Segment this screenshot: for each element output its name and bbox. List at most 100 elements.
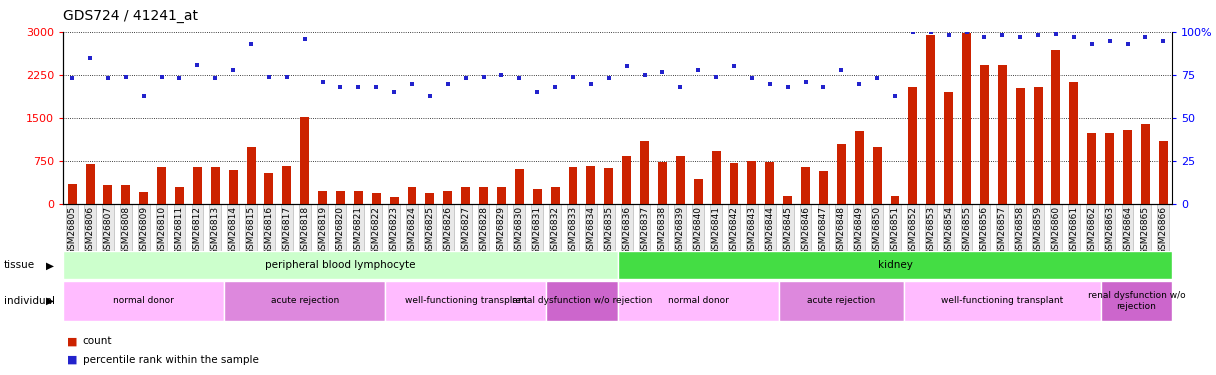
- Bar: [855, 131, 863, 204]
- Point: [98, 75, 118, 81]
- Bar: [497, 186, 506, 204]
- Bar: [962, 33, 972, 204]
- Bar: [694, 178, 703, 204]
- Bar: [765, 162, 775, 204]
- Point: [528, 89, 547, 95]
- Bar: [175, 187, 184, 204]
- Point: [116, 74, 135, 80]
- Point: [653, 69, 672, 75]
- Point: [1154, 38, 1173, 44]
- Text: ▶: ▶: [46, 260, 55, 270]
- Bar: [623, 156, 631, 204]
- Text: percentile rank within the sample: percentile rank within the sample: [83, 355, 259, 365]
- Point: [259, 74, 278, 80]
- Point: [349, 84, 368, 90]
- Bar: [1105, 132, 1114, 204]
- Bar: [426, 193, 434, 204]
- Bar: [783, 196, 792, 204]
- Bar: [1052, 50, 1060, 204]
- Bar: [837, 144, 846, 204]
- Bar: [300, 117, 309, 204]
- Bar: [908, 87, 917, 204]
- Bar: [372, 193, 381, 204]
- Point: [1136, 34, 1155, 40]
- Bar: [319, 191, 327, 204]
- Point: [1118, 41, 1137, 47]
- Point: [832, 67, 851, 73]
- Bar: [676, 156, 685, 204]
- Bar: [282, 166, 292, 204]
- Bar: [63, 251, 618, 279]
- Point: [688, 67, 708, 73]
- Text: peripheral blood lymphocyte: peripheral blood lymphocyte: [265, 260, 416, 270]
- Bar: [229, 170, 237, 204]
- Bar: [479, 187, 488, 204]
- Bar: [569, 167, 578, 204]
- Point: [581, 81, 601, 87]
- Point: [814, 84, 833, 90]
- Bar: [389, 198, 399, 204]
- Point: [491, 72, 511, 78]
- Point: [366, 84, 385, 90]
- Point: [62, 75, 81, 81]
- Bar: [354, 191, 362, 204]
- Bar: [264, 173, 274, 204]
- Bar: [604, 168, 613, 204]
- Text: ■: ■: [67, 336, 78, 346]
- Bar: [551, 187, 559, 204]
- Point: [850, 81, 869, 87]
- Point: [187, 62, 207, 68]
- Point: [438, 81, 457, 87]
- Point: [1029, 32, 1048, 38]
- Point: [867, 75, 886, 81]
- Text: acute rejection: acute rejection: [271, 296, 339, 305]
- Bar: [1100, 281, 1172, 321]
- Bar: [533, 189, 541, 204]
- Point: [152, 74, 171, 80]
- Point: [939, 32, 958, 38]
- Bar: [980, 65, 989, 204]
- Bar: [444, 191, 452, 204]
- Bar: [1034, 87, 1042, 204]
- Point: [295, 36, 315, 42]
- Point: [599, 75, 619, 81]
- Point: [402, 81, 422, 87]
- Text: well-functioning transplant: well-functioning transplant: [941, 296, 1064, 305]
- Bar: [514, 169, 524, 204]
- Text: acute rejection: acute rejection: [807, 296, 876, 305]
- Bar: [903, 281, 1100, 321]
- Bar: [818, 171, 828, 204]
- Bar: [336, 191, 345, 204]
- Point: [975, 34, 995, 40]
- Point: [725, 63, 744, 69]
- Text: tissue: tissue: [4, 260, 35, 270]
- Bar: [1015, 88, 1025, 204]
- Point: [277, 74, 297, 80]
- Text: normal donor: normal donor: [113, 296, 174, 305]
- Bar: [1069, 82, 1079, 204]
- Point: [1010, 34, 1030, 40]
- Text: count: count: [83, 336, 112, 346]
- Bar: [157, 167, 167, 204]
- Point: [474, 74, 494, 80]
- Text: renal dysfunction w/o
rejection: renal dysfunction w/o rejection: [1087, 291, 1186, 310]
- Text: normal donor: normal donor: [668, 296, 728, 305]
- Point: [921, 29, 940, 35]
- Bar: [998, 65, 1007, 204]
- Point: [421, 93, 440, 99]
- Point: [384, 89, 404, 95]
- Point: [742, 75, 761, 81]
- Point: [957, 29, 976, 35]
- Bar: [801, 167, 810, 204]
- Bar: [586, 166, 596, 204]
- Bar: [1087, 132, 1096, 204]
- Bar: [640, 141, 649, 204]
- Point: [134, 93, 153, 99]
- Bar: [618, 281, 778, 321]
- Point: [313, 79, 332, 85]
- Bar: [711, 152, 721, 204]
- Text: GDS724 / 41241_at: GDS724 / 41241_at: [63, 9, 198, 23]
- Point: [563, 74, 582, 80]
- Text: ■: ■: [67, 355, 78, 365]
- Point: [1100, 38, 1120, 44]
